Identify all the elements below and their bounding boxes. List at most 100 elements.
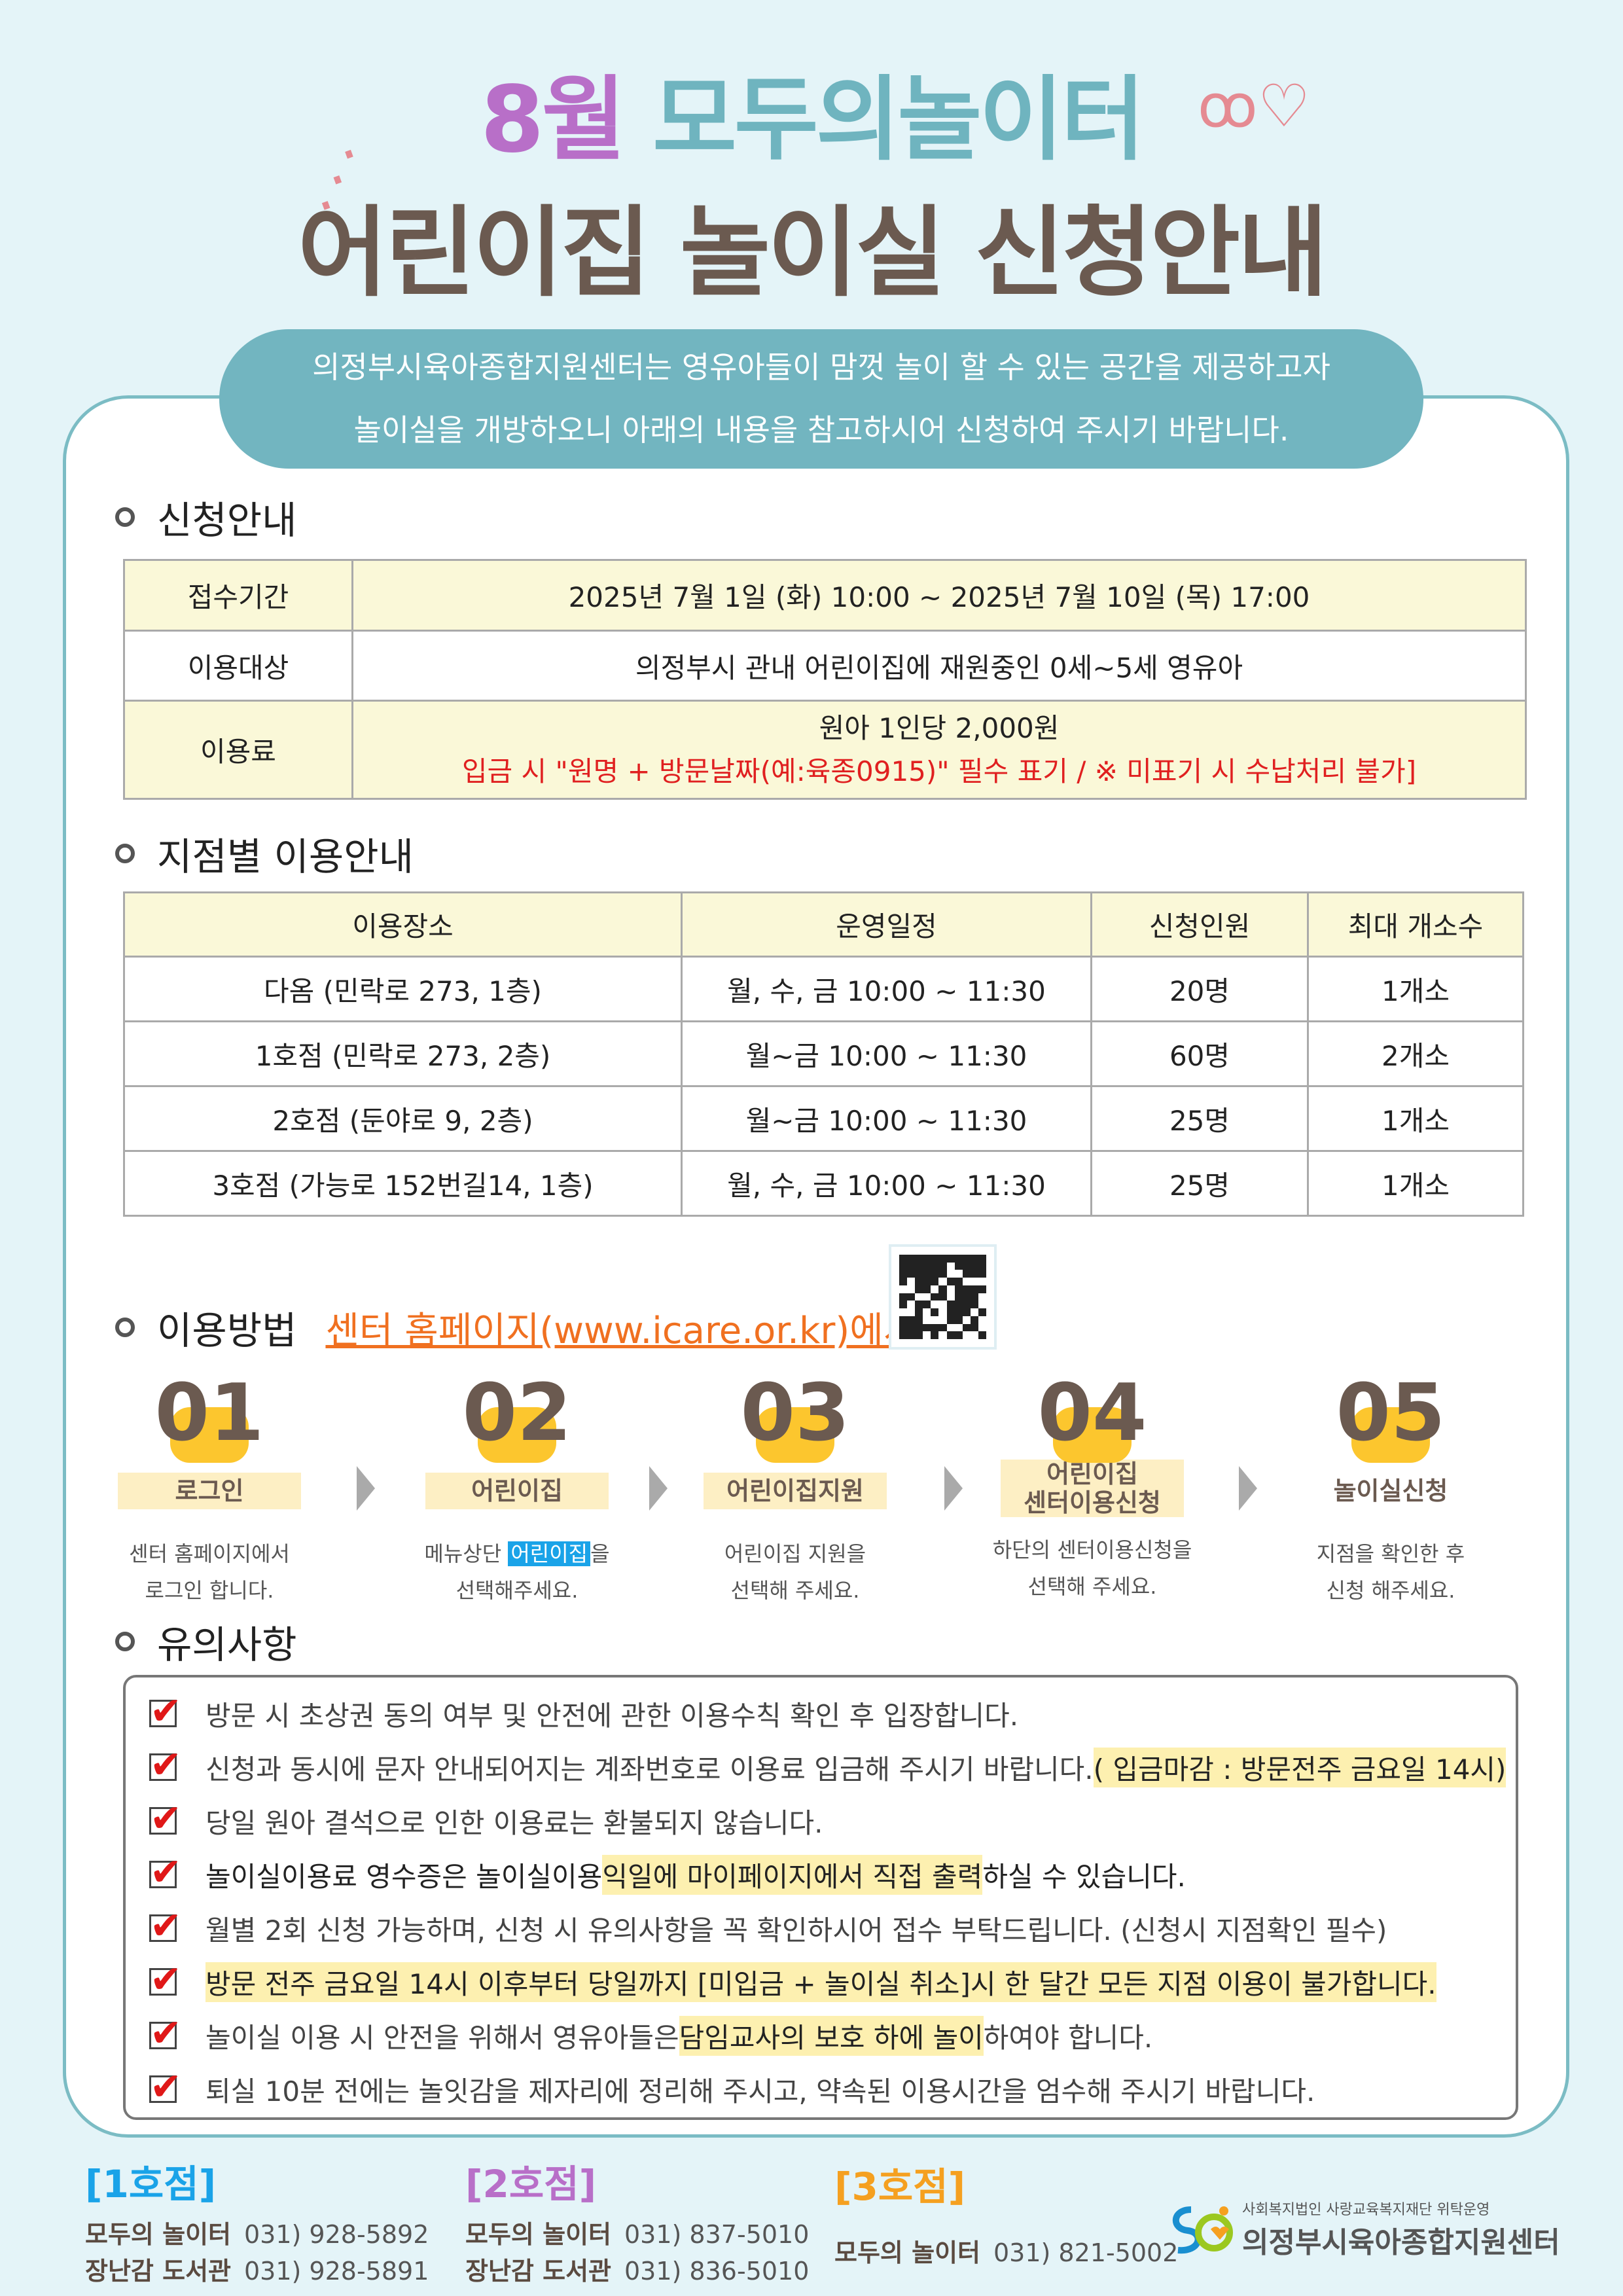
section-heading-apply: 신청안내 <box>115 490 296 545</box>
section-heading-howto: 이용방법 센터 홈페이지(www.icare.or.kr)에서 신청 <box>115 1300 996 1355</box>
note-text: 놀이실 이용 시 안전을 위해서 영유아들은 <box>205 2021 679 2054</box>
note-highlight: 익일에 마이페이지에서 직접 출력 <box>602 1854 983 1895</box>
qr-module <box>899 1293 908 1301</box>
table-row: 2호점 (둔야로 9, 2층) 월~금 10:00 ~ 11:30 25명 1개소 <box>123 1085 1524 1152</box>
qr-module <box>899 1278 908 1285</box>
qr-module <box>923 1300 931 1309</box>
qr-module <box>899 1300 908 1309</box>
qr-module <box>946 1255 955 1263</box>
qr-module <box>954 1262 963 1270</box>
row-value: 원아 1인당 2,000원 <box>819 711 1060 744</box>
col-header: 이용장소 <box>123 891 683 958</box>
step-number: 03 <box>740 1368 850 1459</box>
qr-module <box>978 1262 986 1270</box>
qr-module <box>946 1262 955 1270</box>
step-number: 02 <box>462 1368 572 1459</box>
intro-line1: 의정부시육아종합지원센터는 영유아들이 맘껏 놀이 할 수 있는 공간을 제공하… <box>312 350 1330 385</box>
qr-module <box>931 1285 939 1293</box>
cell: 25명 <box>1090 1085 1309 1152</box>
table-row: 이용대상 의정부시 관내 어린이집에 재원중인 0세~5세 영유아 <box>123 630 1527 702</box>
footer-branch-3: [3호점] 모두의 놀이터 031) 821-5002 <box>834 2156 1178 2271</box>
qr-module <box>978 1300 986 1309</box>
qr-module <box>931 1300 939 1309</box>
table-row: 이용료 원아 1인당 2,000원 입금 시 "원명 + 방문날짜(예:육종0915… <box>123 700 1527 800</box>
homepage-link[interactable]: 센터 홈페이지(www.icare.or.kr)에서 신청 <box>325 1309 997 1352</box>
row-label: 접수기간 <box>123 559 353 632</box>
title-line1: 8월 모두의놀이터 <box>0 46 1623 178</box>
qr-module <box>923 1255 931 1263</box>
qr-module <box>907 1285 916 1293</box>
qr-module <box>978 1270 986 1278</box>
qr-module <box>907 1316 916 1324</box>
qr-module <box>938 1278 947 1285</box>
qr-module <box>899 1316 908 1324</box>
qr-module <box>899 1262 908 1270</box>
qr-module <box>907 1270 916 1278</box>
qr-module <box>962 1293 971 1301</box>
cell: 다옴 (민락로 273, 1층) <box>123 956 683 1022</box>
qr-module <box>946 1331 955 1339</box>
qr-module <box>923 1293 931 1301</box>
cell: 2호점 (둔야로 9, 2층) <box>123 1085 683 1152</box>
step-number: 01 <box>154 1368 264 1459</box>
section-heading-notes: 유의사항 <box>115 1614 296 1669</box>
table-row: 다옴 (민락로 273, 1층) 월, 수, 금 10:00 ~ 11:30 20명… <box>123 956 1524 1022</box>
branch-label: [3호점] <box>834 2164 966 2209</box>
qr-module <box>962 1331 971 1339</box>
contact-name: 장난감 도서관 <box>85 2257 231 2286</box>
logo-name: 의정부시육아종합지원센터 <box>1242 2226 1560 2259</box>
step-number: 04 <box>1037 1368 1147 1459</box>
step-2: 02 어린이집 메뉴상단 어린이집 을 선택해주세요. <box>380 1368 654 1609</box>
qr-module <box>931 1331 939 1339</box>
step-label: 놀이실신청 <box>1333 1477 1448 1505</box>
qr-module <box>962 1262 971 1270</box>
qr-module <box>954 1308 963 1316</box>
qr-module <box>946 1285 955 1293</box>
qr-module <box>978 1285 986 1293</box>
note-item: 신청과 동시에 문자 안내되어지는 계좌번호로 이용료 입금해 주시기 바랍니다… <box>149 1740 1516 1794</box>
step-desc: 어린이집 지원을 <box>724 1541 866 1566</box>
table-row: 접수기간 2025년 7월 1일 (화) 10:00 ~ 2025년 7월 10일… <box>123 559 1527 632</box>
apply-info-table: 접수기간 2025년 7월 1일 (화) 10:00 ~ 2025년 7월 10일… <box>123 559 1527 800</box>
qr-code[interactable] <box>889 1244 997 1350</box>
cell: 20명 <box>1090 956 1309 1022</box>
qr-module <box>938 1316 947 1324</box>
qr-module <box>923 1323 931 1332</box>
note-text: 하실 수 있습니다. <box>982 1860 1186 1893</box>
qr-module <box>970 1300 978 1309</box>
section-heading-branches: 지점별 이용안내 <box>115 826 414 881</box>
qr-module <box>915 1293 923 1301</box>
note-text: 신청과 동시에 문자 안내되어지는 계좌번호로 이용료 입금해 주시기 바랍니다… <box>205 1753 1094 1785</box>
col-header: 운영일정 <box>681 891 1092 958</box>
cell: 1개소 <box>1307 956 1524 1022</box>
step-label: 어린이집지원 <box>704 1473 887 1509</box>
title-subtitle: 어린이집 놀이실 신청안내 <box>297 196 1328 310</box>
step-5: 05 놀이실신청 지점을 확인한 후 신청 해주세요. <box>1253 1368 1528 1609</box>
qr-module <box>907 1308 916 1316</box>
phone-number: 031) 836-5010 <box>624 2257 810 2286</box>
qr-module <box>946 1316 955 1324</box>
qr-module <box>923 1308 931 1316</box>
checkbox-checked-icon <box>149 1903 182 1948</box>
note-text: 놀이실이용료 영수증은 놀이실이용 <box>205 1860 603 1893</box>
qr-module <box>899 1270 908 1278</box>
step-desc: 하단의 센터이용신청을 <box>992 1537 1192 1562</box>
qr-module <box>970 1331 978 1339</box>
cell: 1개소 <box>1307 1150 1524 1217</box>
arrow-right-icon <box>649 1466 668 1511</box>
qr-module <box>899 1323 908 1332</box>
contact-name: 모두의 놀이터 <box>465 2220 611 2249</box>
qr-module <box>907 1331 916 1339</box>
checkbox-checked-icon <box>149 1796 182 1840</box>
qr-module <box>954 1300 963 1309</box>
cell: 월~금 10:00 ~ 11:30 <box>681 1020 1092 1087</box>
note-text: 당일 원아 결석으로 인한 이용료는 환불되지 않습니다. <box>205 1806 823 1839</box>
cell: 3호점 (가능로 152번길14, 1층) <box>123 1150 683 1217</box>
qr-module <box>962 1285 971 1293</box>
row-label: 이용료 <box>123 700 353 800</box>
qr-module <box>978 1278 986 1285</box>
qr-module <box>915 1323 923 1332</box>
qr-module <box>938 1285 947 1293</box>
qr-module <box>938 1331 947 1339</box>
